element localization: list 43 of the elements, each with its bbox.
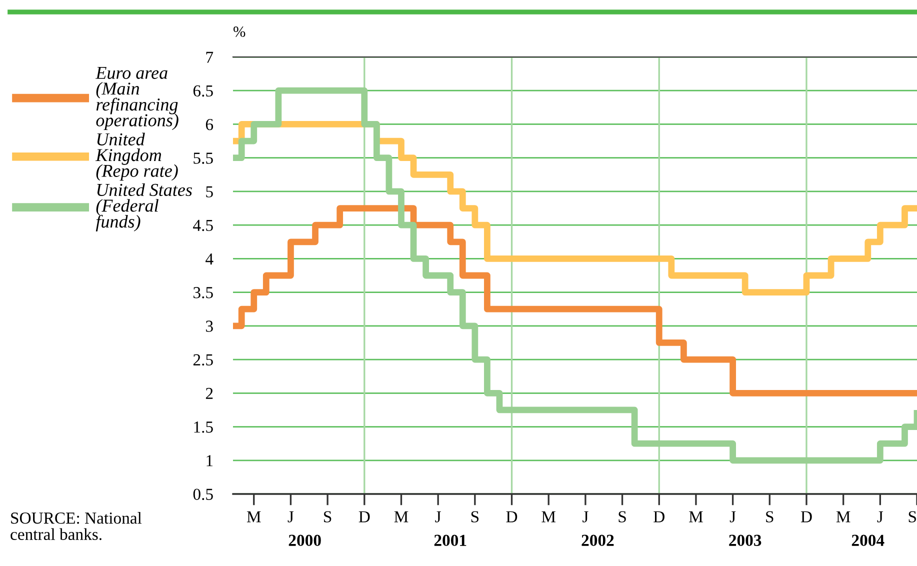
x-tick-label: D [506,511,518,522]
x-tick-label: D [358,511,370,522]
legend-label: Euro area (Main refinancing operations) [95,66,178,130]
text: 2002 [582,534,614,546]
x-tick-label: D [800,511,812,522]
x-tick-label: M [394,511,408,522]
x-tick-label: M [246,511,261,522]
legend-label: United Kingdom (Repo rate) [95,132,178,181]
y-tick-label: 4.5 [193,220,213,232]
x-tick-label: S [908,511,916,522]
x-tick-label: D [654,511,664,522]
x-tick-label: S [471,511,479,522]
y-tick-label: 0.5 [193,488,213,500]
x-tick-label: M [689,511,703,522]
source-note: SOURCE: National central banks. [10,512,142,540]
y-tick-label: 3.5 [194,287,213,298]
x-tick-label: J [730,511,736,522]
y-axis-title: % [234,26,246,37]
legend-label: United States (Federal funds) [96,183,192,232]
y-tick-label: 5 [206,186,213,198]
x-tick-label: M [542,511,556,522]
y-tick-label: 5.5 [194,152,213,164]
y-tick-label: 1.5 [194,422,213,433]
x-tick-label: J [435,511,441,522]
text: 2000 [288,534,321,546]
x-tick-label: J [877,511,884,522]
y-tick-label: 1 [206,455,213,466]
x-tick-label: M [836,511,850,522]
text: 2001 [434,534,466,546]
y-tick-label: 6.5 [193,85,213,97]
y-tick-label: 2.5 [193,354,213,366]
x-tick-label: S [618,511,626,522]
y-tick-label: 7 [206,52,214,63]
y-tick-label: 3 [206,320,213,332]
y-tick-label: 4 [206,254,214,264]
y-tick-label: 2 [206,388,213,399]
x-tick-label: J [288,511,294,522]
x-tick-label: S [766,511,774,522]
y-tick-label: 6 [206,118,214,130]
x-tick-label: J [582,511,588,522]
text: 2004 [852,534,884,546]
x-tick-label: S [324,511,332,522]
text: 2003 [729,534,762,546]
